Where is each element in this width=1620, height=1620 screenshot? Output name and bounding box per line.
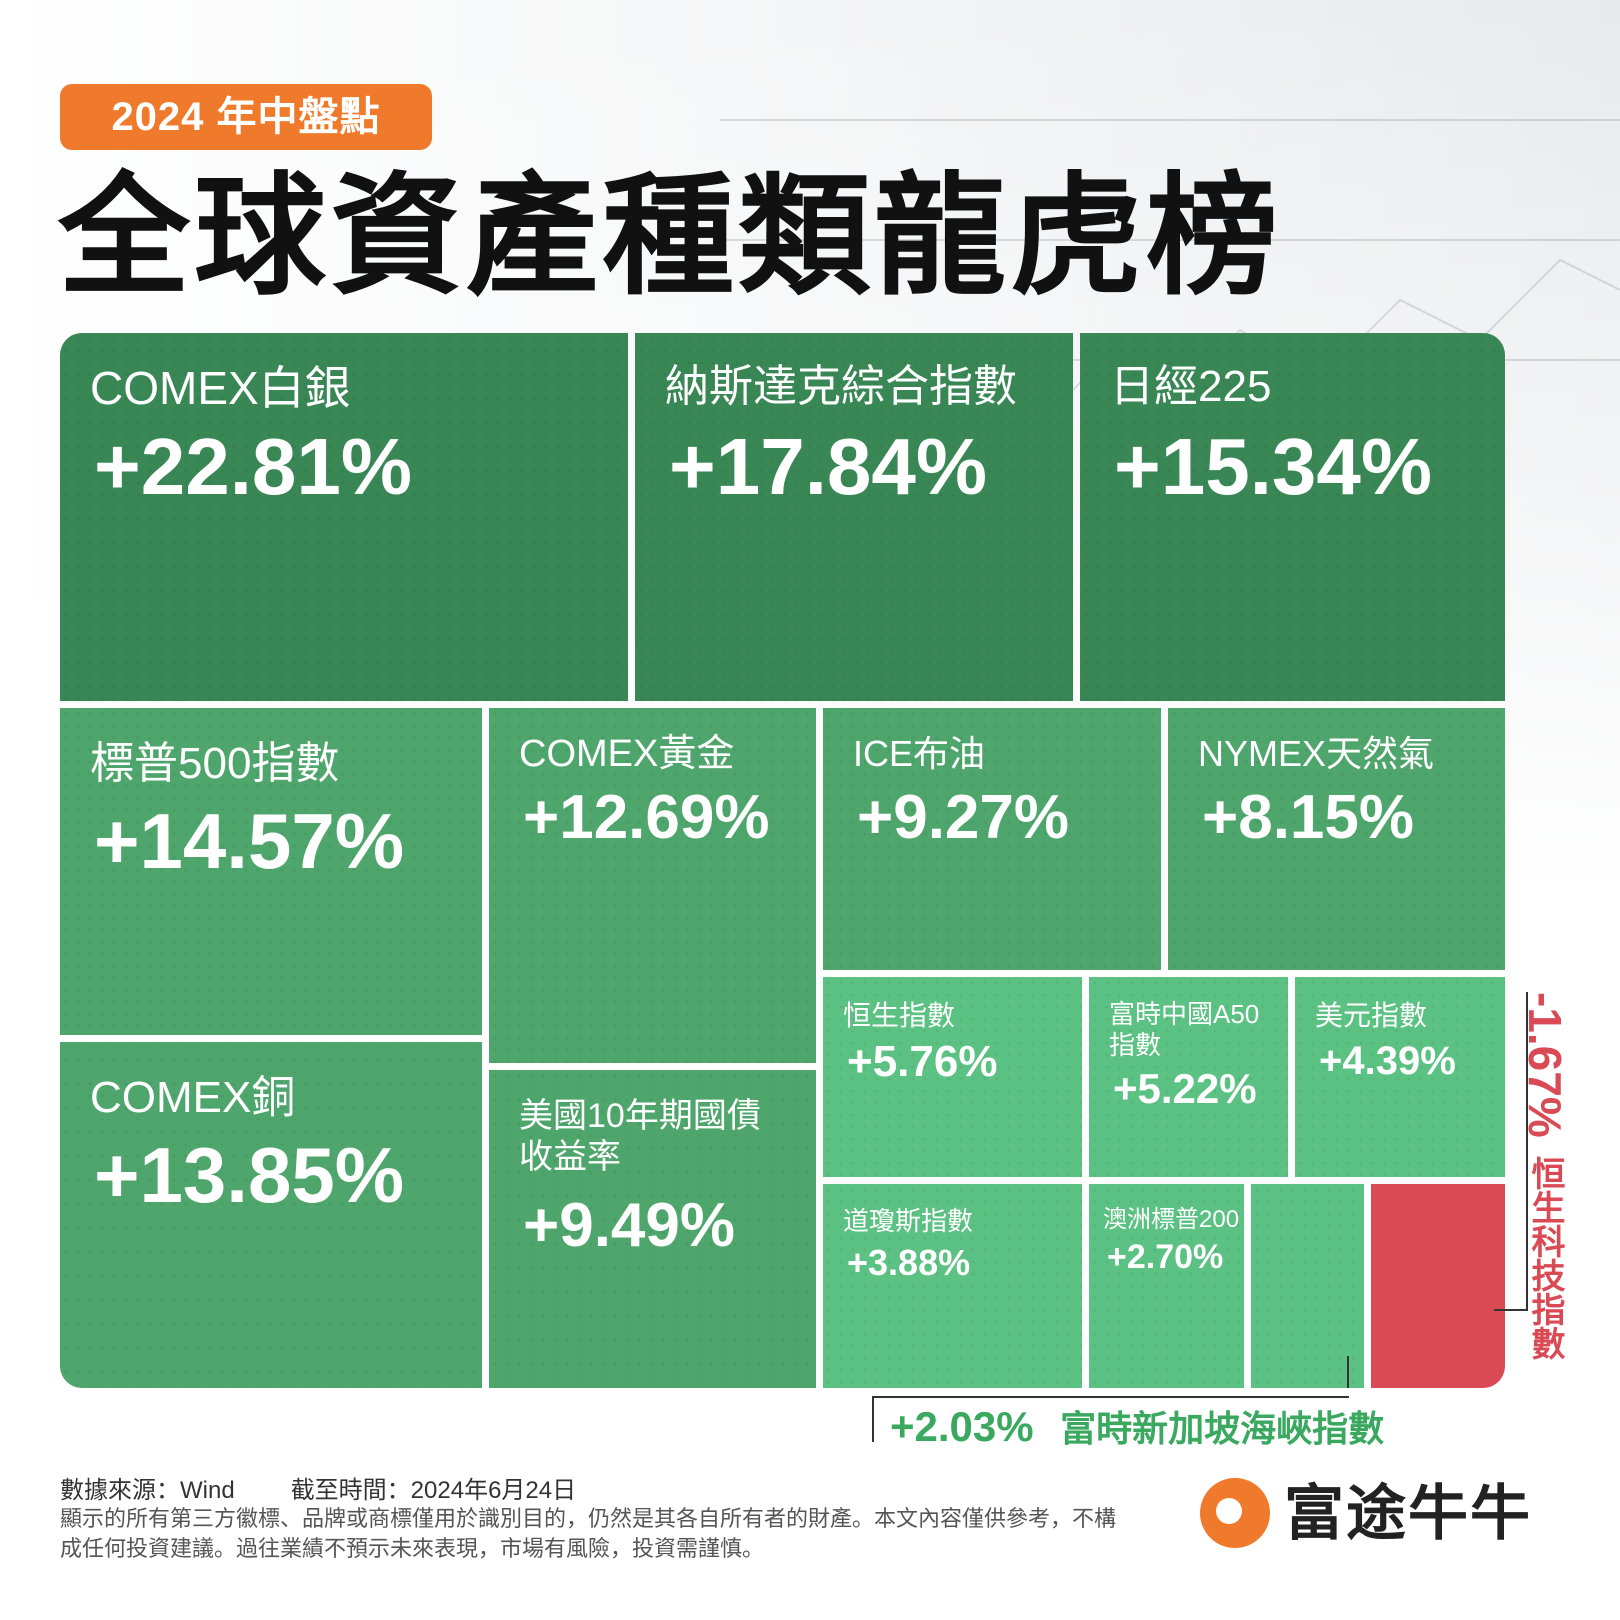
- period-badge: 2024 年中盤點: [60, 84, 432, 150]
- treemap-tile-9: NYMEX天然氣 +8.15%: [1168, 708, 1505, 970]
- tile-value: +12.69%: [523, 783, 770, 852]
- tile-name: 道瓊斯指數: [843, 1206, 974, 1236]
- futu-bull-icon: [1200, 1478, 1270, 1548]
- tile-name: COMEX銅: [90, 1073, 296, 1122]
- footer-source: 數據來源：Wind 截至時間：2024年6月24日: [60, 1470, 576, 1505]
- tile-value: +4.39%: [1319, 1039, 1456, 1083]
- treemap-tile-1: COMEX白銀 +22.81%: [60, 333, 628, 701]
- tile-value: +9.27%: [857, 783, 1070, 852]
- tile-name: COMEX黃金: [519, 733, 735, 775]
- treemap-tile-12: 美元指數 +4.39%: [1295, 977, 1505, 1177]
- callout-line-sg-tick: [872, 1396, 874, 1442]
- tile-name: 美元指數: [1315, 1000, 1428, 1031]
- page-title: 全球資產種類龍虎榜: [58, 163, 1282, 310]
- tile-name: NYMEX天然氣: [1198, 733, 1435, 774]
- sg-callout-label: +2.03% 富時新加坡海峽指數: [890, 1400, 1384, 1452]
- hstech-callout-name: 恒生科技指數: [1526, 1156, 1564, 1361]
- treemap-tile-3: 日經225 +15.34%: [1080, 333, 1505, 701]
- tile-value: +5.22%: [1113, 1065, 1257, 1112]
- treemap-tile-10: 恒生指數 +5.76%: [823, 977, 1082, 1177]
- treemap-tile-14: 澳洲標普200 +2.70%: [1089, 1184, 1244, 1388]
- brand-name: 富途牛牛: [1284, 1480, 1532, 1547]
- tile-value: +3.88%: [847, 1242, 971, 1283]
- callout-line-sg-vertical: [1347, 1356, 1349, 1388]
- tile-name: COMEX白銀: [90, 362, 351, 414]
- treemap-tile-8: ICE布油 +9.27%: [823, 708, 1161, 970]
- tile-value: +13.85%: [94, 1131, 405, 1219]
- treemap-tile-13: 道瓊斯指數 +3.88%: [823, 1184, 1082, 1388]
- data-date: 截至時間：2024年6月24日: [290, 1477, 577, 1504]
- callout-line-sg-horizontal: [872, 1396, 1349, 1398]
- treemap-tile-2: 納斯達克綜合指數 +17.84%: [635, 333, 1073, 701]
- treemap-tile-16: [1371, 1184, 1505, 1388]
- tile-value: +14.57%: [94, 797, 405, 885]
- callout-line-hstech-vertical: [1526, 992, 1528, 1311]
- treemap-tile-6: COMEX黃金 +12.69%: [489, 708, 816, 1063]
- tile-name: ICE布油: [853, 733, 986, 774]
- brand-logo: 富途牛牛: [1200, 1474, 1540, 1554]
- tile-name: 美國10年期國債 收益率: [519, 1097, 761, 1176]
- treemap-chart: COMEX白銀 +22.81% 納斯達克綜合指數 +17.84% 日經225 +15.34…: [60, 333, 1505, 1388]
- tile-value: +2.70%: [1107, 1238, 1224, 1276]
- tile-name: 納斯達克綜合指數: [665, 362, 1017, 411]
- treemap-tile-4: 標普500指數 +14.57%: [60, 708, 482, 1035]
- disclaimer: 顯示的所有第三方徽標、品牌或商標僅用於識別目的，仍然是其各自所有者的財產。本文內…: [60, 1506, 1117, 1561]
- data-source: 數據來源：Wind: [60, 1477, 235, 1504]
- hstech-callout-pct: -1.67%: [1519, 992, 1571, 1138]
- sg-callout-pct: +2.03%: [890, 1403, 1034, 1450]
- tile-name: 標普500指數: [90, 739, 340, 788]
- tile-value: +17.84%: [669, 422, 988, 511]
- tile-value: +5.76%: [847, 1037, 998, 1086]
- tile-value: +15.34%: [1114, 422, 1433, 511]
- tile-value: +8.15%: [1202, 783, 1415, 852]
- treemap-tile-15: [1251, 1184, 1364, 1388]
- tile-name: 富時中國A50 指數: [1109, 999, 1260, 1061]
- tile-name: 澳洲標普200: [1103, 1206, 1240, 1233]
- tile-name: 日經225: [1110, 362, 1272, 411]
- tile-value: +9.49%: [523, 1191, 736, 1260]
- treemap-tile-11: 富時中國A50 指數 +5.22%: [1089, 977, 1288, 1177]
- tile-value: +22.81%: [94, 422, 413, 511]
- treemap-tile-5: COMEX銅 +13.85%: [60, 1042, 482, 1388]
- hstech-callout-label: -1.67% 恒生科技指數: [1516, 992, 1572, 1392]
- callout-line-hstech-horizontal: [1494, 1309, 1526, 1311]
- sg-callout-name: 富時新加坡海峽指數: [1060, 1408, 1385, 1449]
- tile-name: 恒生指數: [843, 1000, 956, 1031]
- treemap-tile-7: 美國10年期國債 收益率 +9.49%: [489, 1070, 816, 1388]
